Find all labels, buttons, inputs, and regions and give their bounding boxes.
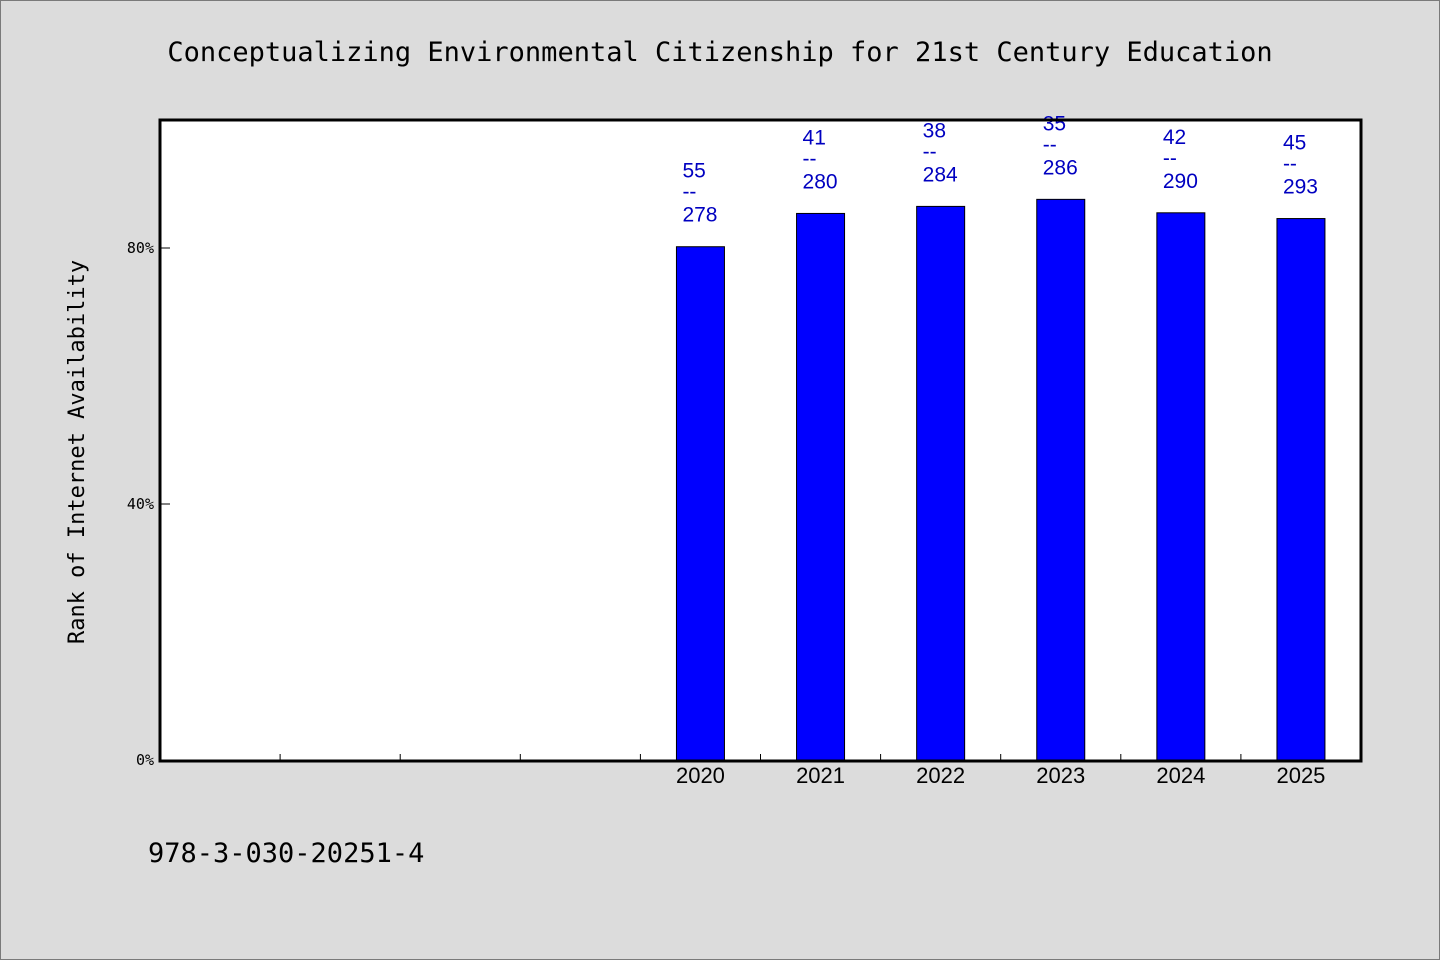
- bars-layer: [675, 198, 1326, 761]
- bar-2022: [916, 205, 966, 761]
- bar-label-rank: 45: [1283, 132, 1306, 155]
- bar-2021: [796, 212, 846, 761]
- y-axis-ticks: 0% 40% 80%: [127, 239, 170, 769]
- y-tick-label: 80%: [127, 239, 154, 257]
- chart-title: Conceptualizing Environmental Citizenshi…: [167, 37, 1272, 68]
- x-tick-label: 2021: [796, 763, 845, 788]
- bar-label-separator: --: [1043, 133, 1057, 156]
- bar-label-rank: 38: [923, 119, 946, 142]
- bar-2023: [1036, 198, 1086, 761]
- footer-isbn: 978-3-030-20251-4: [148, 838, 424, 869]
- bar-label-total: 278: [682, 204, 717, 227]
- bar-label-separator: --: [682, 181, 696, 204]
- bar-label-rank: 42: [1163, 126, 1186, 149]
- x-tick-label: 2025: [1276, 763, 1325, 788]
- y-tick-label: 40%: [127, 495, 154, 513]
- y-axis-label: Rank of Internet Availability: [65, 260, 90, 644]
- bar-2025: [1276, 218, 1326, 761]
- x-tick-label: 2023: [1036, 763, 1085, 788]
- bar-label-rank: 55: [682, 160, 705, 183]
- bar-2024: [1156, 212, 1206, 761]
- bar-label-separator: --: [923, 140, 937, 163]
- x-tick-label: 2020: [676, 763, 725, 788]
- bar-label-total: 293: [1283, 176, 1318, 199]
- bar-label-total: 280: [803, 170, 838, 193]
- bar-label-total: 286: [1043, 156, 1078, 179]
- bar-label-total: 290: [1163, 170, 1198, 193]
- bar-label-separator: --: [1163, 147, 1177, 170]
- data-labels-layer: 55--27841--28038--28435--28642--29045--2…: [682, 112, 1318, 226]
- x-axis-ticks: 2020 2021 2022 2023 2024 2025: [279, 754, 1325, 788]
- bar-label-separator: --: [1283, 153, 1297, 176]
- bar-label-rank: 41: [803, 126, 826, 149]
- y-tick-label: 0%: [136, 751, 154, 769]
- x-tick-label: 2024: [1156, 763, 1205, 788]
- bar-label-rank: 35: [1043, 112, 1066, 135]
- x-tick-label: 2022: [916, 763, 965, 788]
- plot-border: [158, 118, 1363, 763]
- bar-2020: [675, 246, 725, 761]
- bar-label-total: 284: [923, 163, 958, 186]
- bar-label-separator: --: [803, 147, 817, 170]
